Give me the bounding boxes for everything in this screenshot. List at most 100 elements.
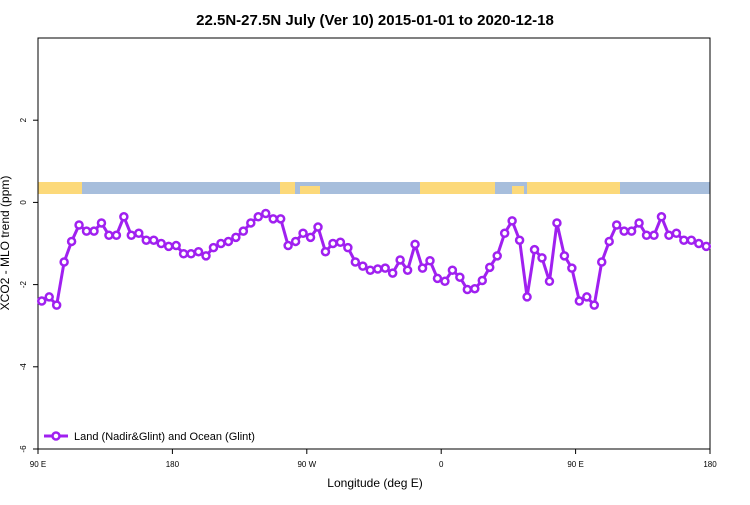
data-point	[66, 236, 77, 247]
data-point	[208, 242, 219, 253]
data-point	[148, 235, 159, 245]
data-point	[238, 226, 249, 236]
x-tick-label: 180	[703, 460, 717, 469]
data-point	[81, 226, 92, 236]
data-point	[36, 296, 47, 306]
data-point	[537, 253, 547, 263]
data-point	[656, 212, 667, 222]
data-point	[679, 235, 689, 245]
data-point	[425, 256, 435, 266]
data-point	[499, 228, 510, 238]
data-point	[574, 296, 585, 306]
data-point	[126, 230, 137, 241]
data-point	[253, 212, 264, 222]
data-point	[305, 232, 316, 243]
land-strip	[420, 182, 495, 194]
chart-title: 22.5N-27.5N July (Ver 10) 2015-01-01 to …	[196, 12, 554, 29]
data-point	[119, 212, 129, 222]
data-point	[343, 242, 353, 253]
land-strip	[512, 186, 524, 194]
data-point	[246, 218, 256, 228]
x-tick-label: 0	[439, 460, 444, 469]
data-point	[380, 263, 390, 273]
data-point	[544, 276, 555, 287]
data-point	[89, 226, 99, 236]
data-point	[514, 235, 525, 245]
data-point	[231, 232, 241, 243]
data-point	[275, 214, 286, 224]
data-point	[358, 261, 368, 271]
land-strip	[527, 182, 620, 194]
data-point	[44, 292, 54, 302]
data-point	[313, 222, 323, 232]
data-point	[51, 300, 62, 310]
data-point	[328, 238, 338, 249]
data-point	[484, 262, 495, 273]
data-point	[365, 265, 376, 275]
data-point	[111, 230, 122, 241]
data-point	[283, 240, 293, 251]
data-point	[402, 265, 413, 275]
data-point	[462, 284, 473, 295]
data-point	[260, 208, 271, 219]
data-point	[582, 292, 592, 302]
legend-label: Land (Nadir&Glint) and Ocean (Glint)	[74, 431, 255, 443]
data-point	[470, 283, 480, 294]
data-point	[141, 235, 152, 245]
data-point	[387, 268, 398, 278]
data-point	[522, 292, 532, 302]
data-point	[74, 220, 84, 230]
data-point	[59, 257, 69, 267]
data-point	[567, 263, 577, 273]
land-strip	[280, 182, 295, 194]
data-point	[589, 300, 600, 310]
land-strip	[300, 186, 320, 194]
data-point	[694, 238, 704, 249]
data-point	[649, 230, 659, 241]
data-point	[455, 272, 465, 282]
x-tick-label: 180	[166, 460, 180, 469]
data-point	[559, 251, 570, 261]
y-tick-label: -2	[19, 280, 28, 288]
y-tick-label: 0	[19, 200, 28, 205]
data-point	[507, 216, 517, 226]
data-point	[186, 249, 196, 259]
y-axis-label: XCO2 - MLO trend (ppm)	[0, 176, 12, 311]
data-point	[596, 257, 607, 267]
x-tick-label: 90 E	[567, 460, 583, 469]
data-point	[686, 235, 697, 245]
y-tick-label: 2	[19, 117, 28, 122]
data-point	[335, 237, 346, 248]
x-axis-label: Longitude (deg E)	[327, 476, 422, 490]
data-point	[619, 226, 629, 236]
data-point	[163, 241, 174, 252]
data-point	[440, 276, 450, 287]
data-point	[216, 238, 226, 249]
data-point	[671, 228, 682, 238]
data-point	[104, 230, 114, 241]
data-point	[447, 265, 458, 275]
data-point	[134, 228, 144, 238]
data-point	[298, 228, 308, 238]
data-point	[395, 255, 405, 265]
map-strip	[38, 182, 710, 194]
data-point	[290, 236, 301, 247]
data-point	[350, 257, 361, 267]
data-point	[372, 264, 383, 274]
data-point	[641, 230, 652, 241]
legend-marker	[51, 431, 61, 441]
data-point	[529, 244, 540, 255]
data-point	[611, 220, 622, 230]
data-point	[634, 218, 644, 228]
data-point	[604, 236, 614, 247]
data-point	[178, 249, 189, 259]
x-tick-label: 90 E	[30, 460, 46, 469]
y-tick-label: -4	[19, 363, 28, 371]
data-point	[320, 246, 331, 257]
data-point	[96, 218, 107, 228]
data-point	[701, 241, 712, 252]
data-point	[417, 263, 428, 273]
